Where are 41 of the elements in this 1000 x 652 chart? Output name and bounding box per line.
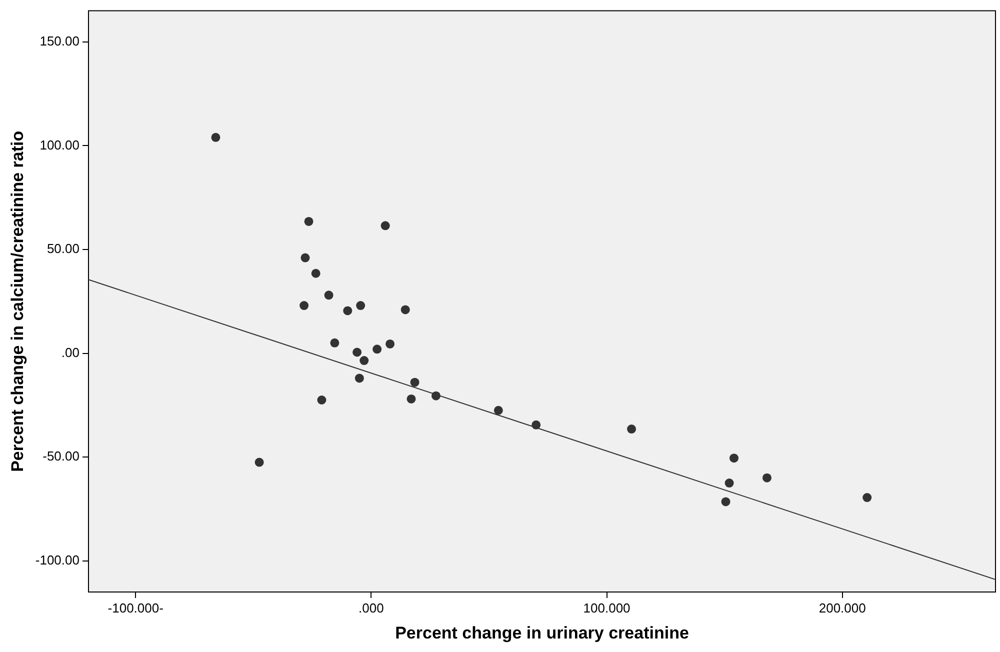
point <box>721 497 730 506</box>
point <box>304 216 314 226</box>
x-tick-label: 200.000 <box>818 600 866 616</box>
point <box>330 338 340 348</box>
x-tick-label: 100.000 <box>583 600 630 616</box>
point <box>343 306 352 316</box>
point <box>494 406 503 415</box>
point <box>406 394 416 404</box>
y-tick-label: .00 <box>61 344 80 360</box>
point <box>386 339 395 348</box>
y-tick-label: 50.00 <box>46 241 80 256</box>
y-tick-label: 150.00 <box>40 34 80 49</box>
point <box>324 290 334 300</box>
point <box>311 268 320 278</box>
point <box>372 344 382 354</box>
x-tick-label: -100.000- <box>108 600 164 616</box>
point <box>627 424 636 434</box>
point <box>532 420 541 430</box>
point <box>360 356 369 366</box>
point <box>400 305 410 314</box>
y-axis-title: Percent change in calcium/creatinine ratio <box>8 130 27 472</box>
point <box>317 395 326 404</box>
point <box>730 454 738 463</box>
point <box>300 253 310 262</box>
point <box>354 374 364 383</box>
point <box>862 493 872 502</box>
point <box>254 458 264 467</box>
point <box>300 301 309 310</box>
y-tick-label: 100.00 <box>40 137 80 152</box>
point <box>211 132 220 142</box>
point <box>724 478 734 488</box>
y-tick-label: -50.00 <box>42 448 80 464</box>
x-tick-label: .000 <box>358 600 384 616</box>
y-tick-label: -100.00 <box>35 552 80 568</box>
point <box>352 348 362 357</box>
point <box>431 391 440 400</box>
point <box>762 473 772 482</box>
x-axis-title: Percent change in urinary creatinine <box>395 623 689 642</box>
point <box>380 221 390 230</box>
point <box>356 301 366 310</box>
point <box>410 378 420 387</box>
